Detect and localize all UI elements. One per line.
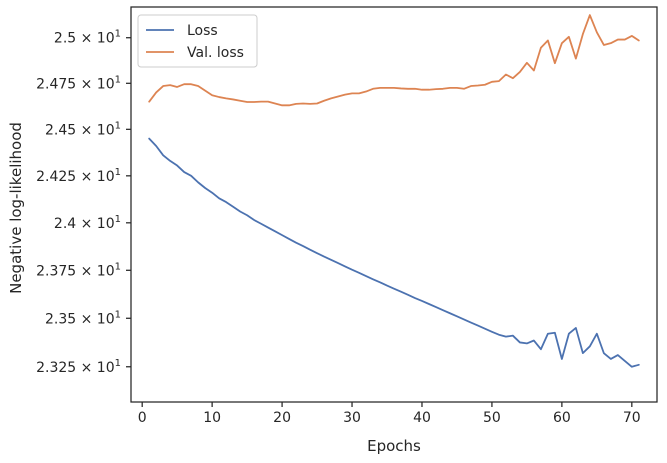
legend-label-loss: Loss <box>187 23 218 39</box>
x-tick-label: 10 <box>203 410 221 426</box>
y-tick-label: 2.375 × 101 <box>36 261 121 279</box>
x-tick-label: 30 <box>343 410 361 426</box>
y-tick-label: 2.475 × 101 <box>36 74 121 92</box>
legend-label-val-loss: Val. loss <box>187 45 244 61</box>
y-tick-label: 2.35 × 101 <box>45 309 121 327</box>
x-tick-label: 0 <box>138 410 147 426</box>
tick-layer: 0 10 20 30 40 50 60 70 2.325 × 101 2.35 × 101 2.37… <box>36 29 641 426</box>
y-tick-label: 2.325 × 101 <box>36 358 121 376</box>
x-tick-label: 50 <box>483 410 501 426</box>
x-tick-label: 60 <box>553 410 571 426</box>
x-tick-label: 20 <box>273 410 291 426</box>
x-axis-label: Epochs <box>367 437 421 455</box>
plot-frame <box>130 6 658 403</box>
y-tick-label: 2.5 × 101 <box>54 29 121 47</box>
series-line-loss <box>148 137 640 368</box>
legend-box <box>137 14 258 68</box>
y-tick-label: 2.4 × 101 <box>54 214 121 232</box>
plot-background <box>131 7 657 402</box>
y-tick-label: 2.45 × 101 <box>45 120 121 138</box>
series-layer <box>148 14 640 368</box>
y-axis-label: Negative log-likelihood <box>7 122 25 294</box>
legend: Loss Val. loss <box>137 14 258 68</box>
x-tick-label: 40 <box>413 410 431 426</box>
series-line-val-loss <box>148 14 640 107</box>
y-tick-label: 2.425 × 101 <box>36 167 121 185</box>
x-tick-label: 70 <box>623 410 641 426</box>
